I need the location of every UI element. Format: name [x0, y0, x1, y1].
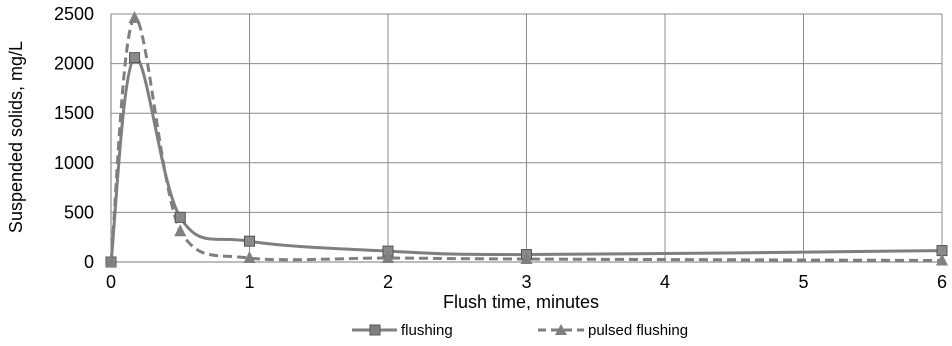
x-tick-label: 2	[383, 272, 393, 292]
y-tick-label: 2500	[54, 4, 94, 24]
tick-labels: 0 500 1000 1500 2000 2500 0 1 2 3 4 5 6	[54, 4, 947, 292]
legend: flushing pulsed flushing	[352, 322, 688, 339]
point-flushing	[174, 211, 186, 223]
y-tick-label: 0	[84, 252, 94, 272]
x-tick-label: 0	[106, 272, 116, 292]
x-tick-label: 3	[521, 272, 531, 292]
y-axis-title: Suspended solids, mg/L	[6, 41, 26, 233]
legend-label-pulsed-flushing: pulsed flushing	[588, 322, 688, 339]
x-tick-label: 5	[798, 272, 808, 292]
x-axis-title: Flush time, minutes	[443, 292, 599, 312]
y-tick-label: 2000	[54, 54, 94, 74]
point-pulsed-flushing	[382, 251, 394, 264]
gridlines	[110, 13, 943, 263]
point-pulsed-flushing	[243, 251, 256, 264]
point-flushing	[244, 235, 255, 247]
point-pulsed-flushing	[936, 253, 948, 266]
point-pulsed-flushing	[520, 252, 533, 265]
y-tick-label: 500	[64, 202, 94, 222]
x-tick-label: 6	[937, 272, 947, 292]
legend-label-flushing: flushing	[401, 322, 453, 339]
y-tick-label: 1000	[54, 153, 94, 173]
series-markers	[105, 10, 948, 268]
point-flushing	[129, 52, 141, 64]
legend-item-flushing: flushing	[352, 322, 453, 339]
x-tick-label: 1	[244, 272, 254, 292]
legend-marker-pulsed-flushing	[555, 324, 567, 335]
point-pulsed-flushing	[128, 10, 141, 23]
point-pulsed-flushing	[174, 224, 187, 237]
legend-marker-flushing	[369, 324, 381, 336]
x-tick-label: 4	[660, 272, 670, 292]
point-pulsed-flushing	[105, 255, 117, 267]
legend-item-pulsed-flushing: pulsed flushing	[538, 322, 688, 339]
y-tick-label: 1500	[54, 103, 94, 123]
